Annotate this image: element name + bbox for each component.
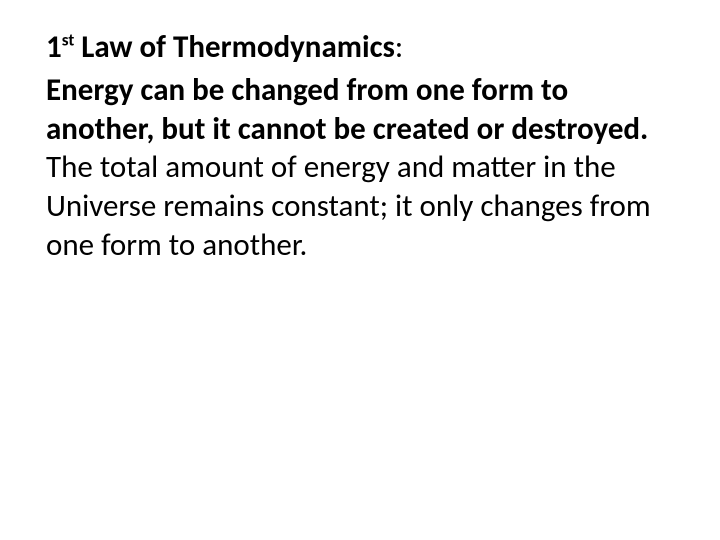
body-paragraph: Energy can be changed from one form to a… bbox=[46, 71, 680, 265]
title-colon: : bbox=[395, 28, 403, 66]
slide-title: 1st Law of Thermodynamics: bbox=[46, 28, 680, 67]
title-ordinal: 1 bbox=[46, 28, 62, 66]
slide-content: 1st Law of Thermodynamics: Energy can be… bbox=[46, 28, 680, 265]
title-text: Law of Thermodynamics bbox=[74, 28, 395, 66]
body-bold: Energy can be changed from one form to a… bbox=[46, 71, 648, 148]
body-normal: The total amount of energy and matter in… bbox=[46, 148, 651, 264]
title-ordinal-sup: st bbox=[62, 30, 75, 51]
